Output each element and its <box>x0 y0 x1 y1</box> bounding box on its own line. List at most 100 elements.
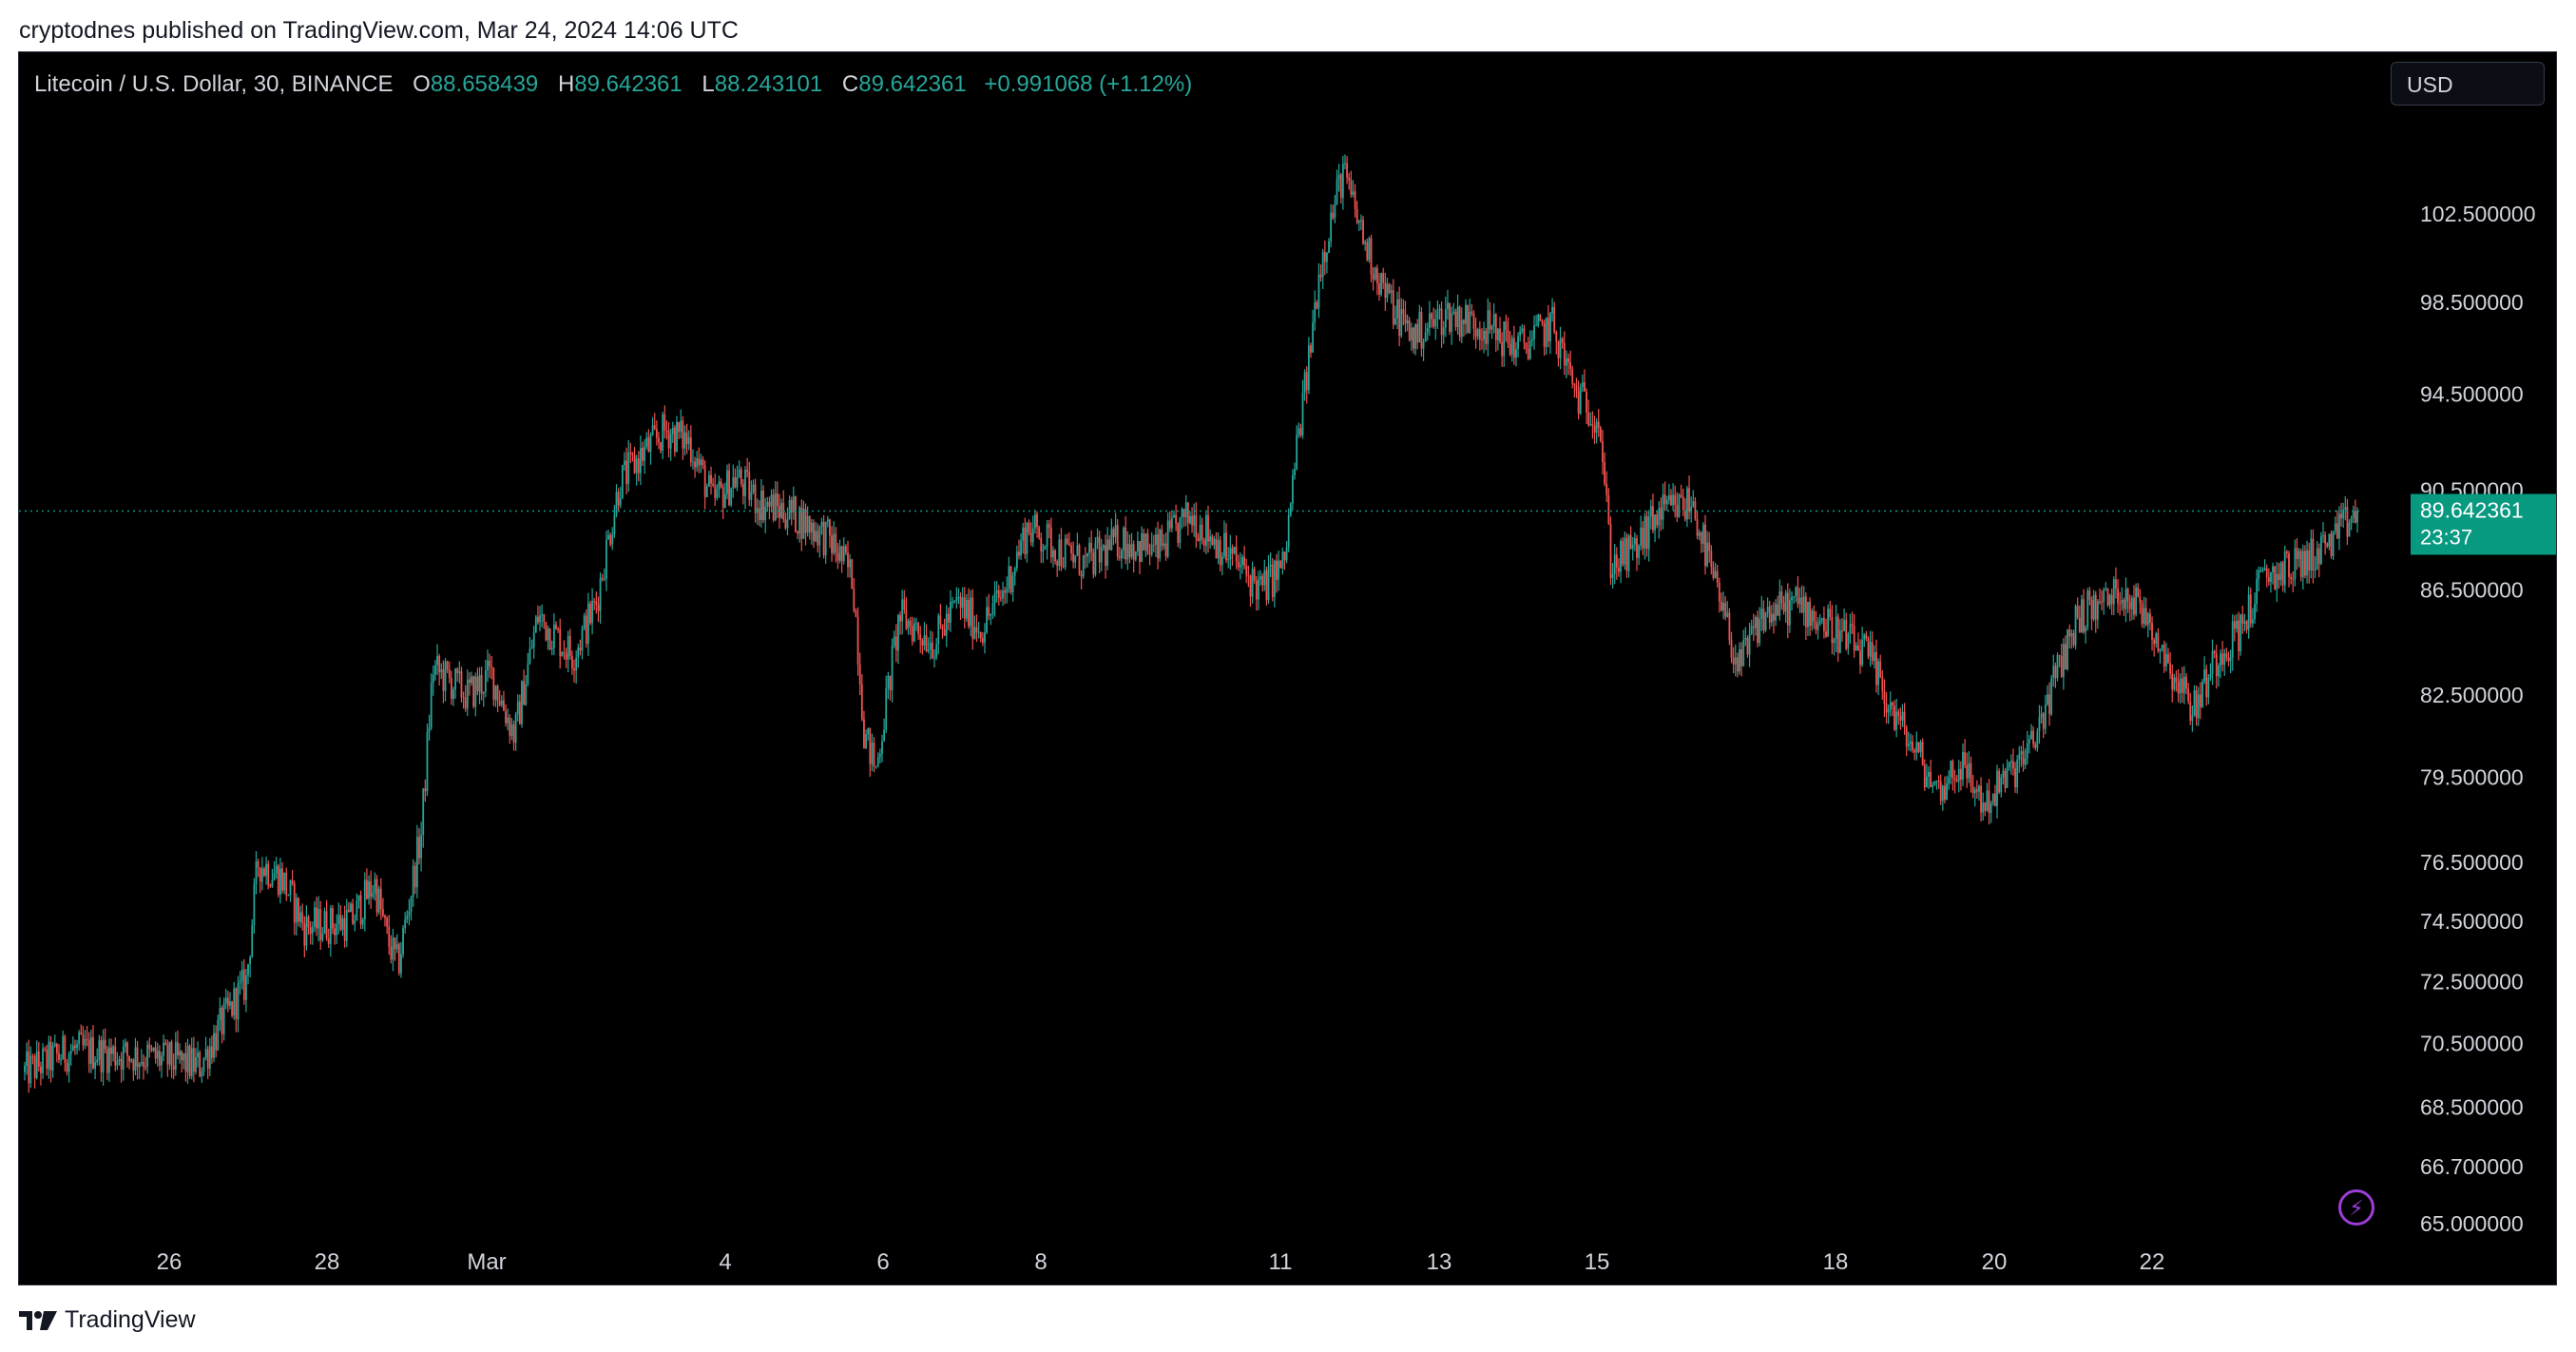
candle-body <box>1953 777 1956 781</box>
candle-body <box>1968 763 1970 779</box>
candle-body <box>86 1038 88 1040</box>
candle-body <box>692 461 694 463</box>
candle-body <box>1447 302 1449 310</box>
candle-body <box>2092 594 2095 620</box>
footer-brand[interactable]: TradingView <box>19 1306 196 1334</box>
candle-body <box>651 425 654 435</box>
candle-body <box>60 1059 63 1061</box>
candle-body <box>1604 461 1606 485</box>
candle-body <box>384 916 386 918</box>
candle-body <box>1472 313 1475 329</box>
candle-body <box>2177 682 2180 694</box>
candle-body <box>523 681 526 705</box>
price-chart[interactable]: 102.50000098.50000094.50000090.50000086.… <box>19 52 2556 1284</box>
candle-body <box>1863 634 1866 640</box>
candle-body <box>150 1048 153 1051</box>
candle-body <box>289 880 292 896</box>
candle-body <box>986 607 988 633</box>
candle-body <box>2207 677 2210 698</box>
candle-body <box>1157 534 1159 559</box>
candle-body <box>1581 381 1584 388</box>
candle-body <box>919 634 922 641</box>
candle-body <box>1959 768 1962 780</box>
candle-body <box>1370 238 1373 275</box>
candle-body <box>430 683 433 728</box>
candle-body <box>655 429 658 438</box>
candle-body <box>2276 573 2278 589</box>
candle-body <box>1877 661 1879 686</box>
candle-body <box>1690 507 1693 512</box>
candle-body <box>1432 319 1435 327</box>
candle-body <box>1915 742 1918 753</box>
candle-body <box>1708 542 1711 551</box>
candle-body <box>2149 613 2151 624</box>
candle-body <box>863 719 865 749</box>
candle-body <box>1807 602 1809 628</box>
candle-body <box>2096 601 2099 620</box>
candle-body <box>631 453 634 455</box>
candle-body <box>1611 573 1614 579</box>
candle-body <box>287 895 290 897</box>
candle-body <box>1599 427 1602 442</box>
candle-body <box>2106 589 2109 606</box>
candle-body <box>1678 494 1681 517</box>
candle-body <box>154 1047 157 1059</box>
candle-body <box>2261 570 2264 571</box>
candle-body <box>2225 653 2228 658</box>
candle-body <box>913 623 915 642</box>
candle-body <box>1110 529 1113 550</box>
chart-frame[interactable]: 102.500000 98.500000 94.500000 90.500000 86.… <box>18 51 2557 1285</box>
candle-body <box>245 975 247 1000</box>
candle-body <box>253 883 256 926</box>
candle-body <box>420 835 423 859</box>
y-tick-label: 94.500000 <box>2420 381 2524 406</box>
candle-body <box>617 492 620 506</box>
currency-button[interactable]: USD <box>2391 62 2545 106</box>
candle-body <box>197 1052 199 1057</box>
candle-body <box>1586 391 1587 413</box>
candle-body <box>1400 309 1403 337</box>
candle-body <box>1569 361 1572 370</box>
candle-body <box>1833 639 1836 644</box>
candle-body <box>1454 311 1457 327</box>
candle-body <box>2213 650 2216 654</box>
candle-body <box>1141 533 1144 563</box>
candle-body <box>1215 538 1218 559</box>
candle-body <box>1042 550 1045 551</box>
candle-body <box>1547 318 1549 341</box>
y-tick-label: 79.500000 <box>2420 764 2524 789</box>
candle-body <box>2028 739 2030 744</box>
candle-body <box>2018 754 2021 761</box>
x-tick-label: 26 <box>157 1249 183 1275</box>
candle-body <box>494 686 497 700</box>
candle-body <box>2020 751 2023 755</box>
candle-body <box>1712 567 1715 579</box>
candle-body <box>1764 612 1767 631</box>
candle-body <box>1645 515 1648 550</box>
candle-body <box>955 597 958 601</box>
candle-body <box>1015 551 1018 569</box>
candle-body <box>2328 533 2331 547</box>
candle-body <box>1501 341 1504 357</box>
candle-body <box>1913 750 1916 753</box>
candle-body <box>718 481 721 490</box>
candle-body <box>1694 501 1697 519</box>
candle-body <box>889 675 892 690</box>
candle-body <box>1732 657 1735 665</box>
lightning-icon[interactable]: ⚡ <box>2338 1189 2374 1226</box>
candle-body <box>2301 550 2304 577</box>
candle-body <box>1512 338 1515 358</box>
candle-body <box>132 1059 135 1072</box>
candle-body <box>1096 536 1099 544</box>
candle-body <box>1380 273 1382 295</box>
candle-body <box>2254 604 2256 620</box>
candle-body <box>2304 550 2306 576</box>
candle-body <box>317 908 320 929</box>
candle-body <box>752 484 755 493</box>
candle-body <box>800 507 803 539</box>
x-tick-label: Mar <box>467 1249 506 1275</box>
candle-body <box>1521 328 1524 332</box>
candle-body <box>37 1051 40 1067</box>
candle-body <box>2123 600 2125 609</box>
candle-body <box>979 631 982 639</box>
